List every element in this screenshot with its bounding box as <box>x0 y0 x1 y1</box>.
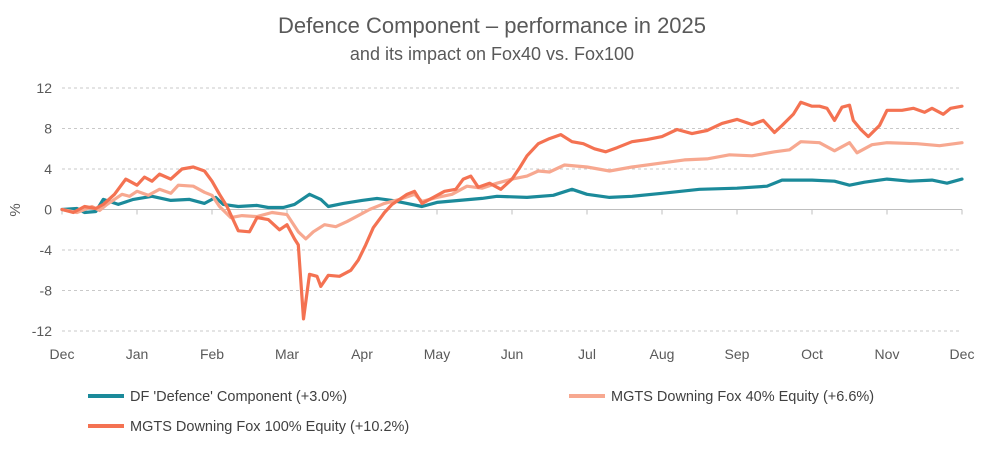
x-tick-label: Dec <box>950 346 975 362</box>
gridlines <box>62 87 962 332</box>
x-tick-label: Mar <box>275 346 299 362</box>
x-tick-label: Jan <box>126 346 149 362</box>
y-tick-label: -12 <box>32 323 52 339</box>
x-tick-label: Sep <box>725 346 750 362</box>
x-tick-labels: Dec Jan Feb Mar Apr May Jun Jul Aug Sep Oct Nov Dec <box>50 346 975 362</box>
legend-label: MGTS Downing Fox 100% Equity (+10.2%) <box>130 419 409 435</box>
y-tick-label: 0 <box>44 202 52 218</box>
x-tick-label: Jun <box>501 346 524 362</box>
series-line-3 <box>60 100 964 321</box>
x-tick-label: Aug <box>650 346 675 362</box>
y-tick-label: 8 <box>44 121 52 137</box>
legend: DF 'Defence' Component (+3.0%) MGTS Downi… <box>88 389 874 435</box>
x-tick-label: Apr <box>351 346 373 362</box>
x-axis <box>61 209 963 215</box>
x-tick-label: Feb <box>200 346 224 362</box>
y-tick-label: -4 <box>40 242 53 258</box>
series-line-2 <box>60 140 964 241</box>
chart-title: Defence Component – performance in 2025 <box>278 13 706 38</box>
x-tick-label: Oct <box>801 346 823 362</box>
y-tick-labels: 12 8 4 0 -4 -8 -12 <box>32 80 52 339</box>
chart-subtitle: and its impact on Fox40 vs. Fox100 <box>350 44 634 64</box>
y-tick-label: 4 <box>44 161 52 177</box>
x-tick-label: Jul <box>578 346 596 362</box>
y-axis-label: % <box>7 203 24 216</box>
legend-label: DF 'Defence' Component (+3.0%) <box>130 389 347 405</box>
series-line-1 <box>60 177 964 215</box>
y-tick-label: 12 <box>36 80 52 96</box>
x-tick-label: May <box>424 346 450 362</box>
x-tick-label: Nov <box>875 346 900 362</box>
y-tick-label: -8 <box>40 283 53 299</box>
legend-label: MGTS Downing Fox 40% Equity (+6.6%) <box>611 389 874 405</box>
x-tick-label: Dec <box>50 346 75 362</box>
series-lines <box>60 100 964 321</box>
